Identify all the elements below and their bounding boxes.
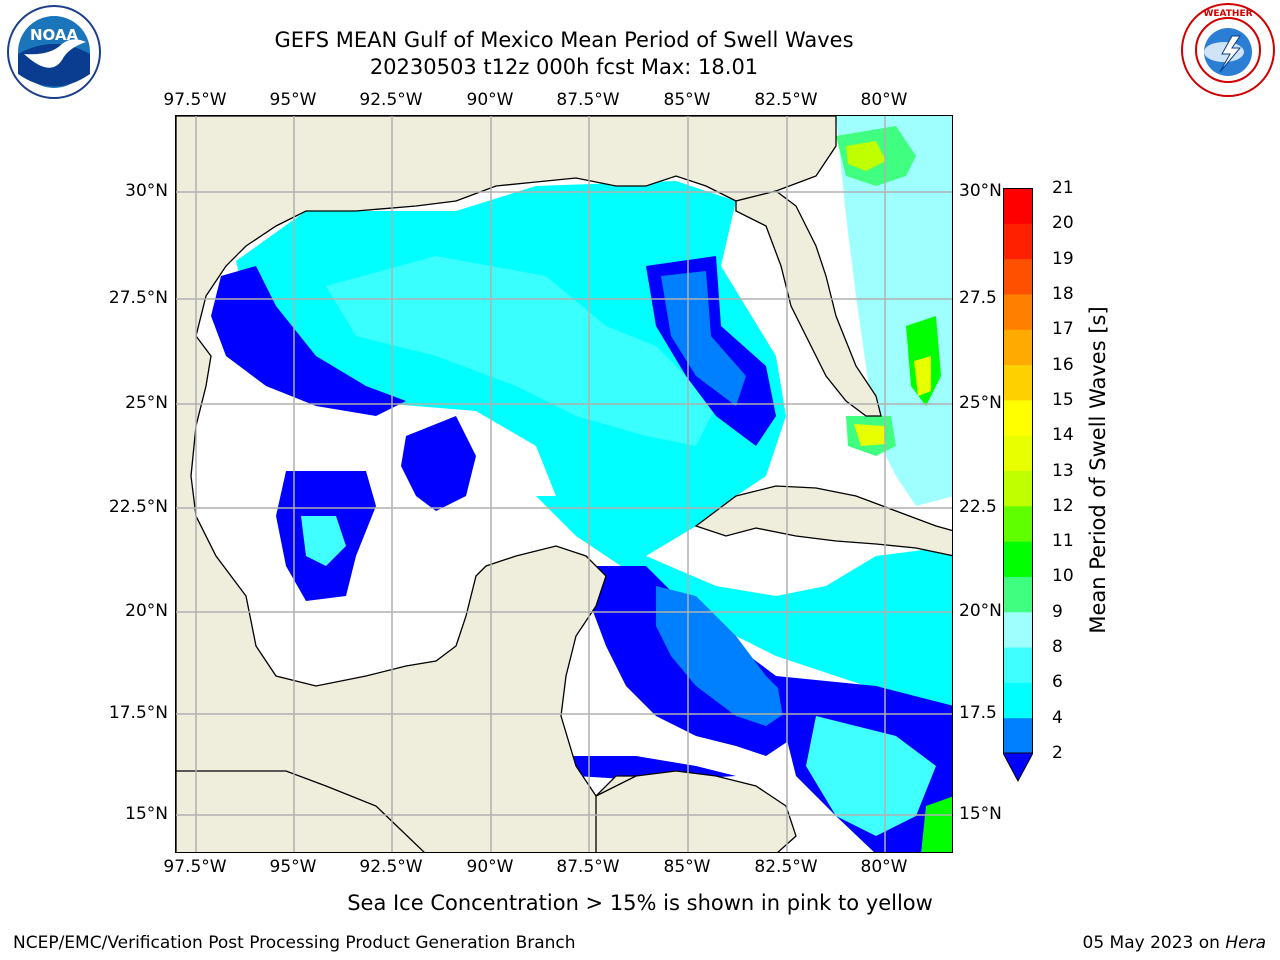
colorbar-band: [1003, 576, 1033, 613]
lon-label-top: 87.5°W: [556, 90, 620, 110]
land-cuba: [694, 485, 952, 557]
colorbar-tick-label: 14: [1052, 425, 1074, 446]
lon-label-bottom: 82.5°W: [754, 857, 818, 877]
colorbar-band: [1003, 505, 1033, 542]
swell-region-lightblue: [656, 586, 796, 726]
swell-region-paleblue: [836, 116, 952, 506]
lon-label-bottom: 80°W: [860, 857, 908, 877]
colorbar: [1003, 188, 1033, 783]
colorbar-band: [1003, 188, 1033, 224]
lat-label-right: 27.5: [959, 288, 997, 308]
footer-credit: NCEP/EMC/Verification Post Processing Pr…: [13, 933, 576, 953]
lon-label-bottom: 92.5°W: [359, 857, 423, 877]
colorbar-band: [1003, 470, 1033, 507]
swell-region-blue: [211, 266, 406, 416]
lon-label-top: 82.5°W: [754, 90, 818, 110]
colorbar-tick-label: 12: [1052, 495, 1074, 516]
lat-label-left: 15°N: [125, 804, 168, 824]
lon-label-bottom: 85°W: [663, 857, 711, 877]
colorbar-band: [1003, 541, 1033, 577]
lat-label-left: 25°N: [125, 393, 168, 413]
colorbar-tick-label: 6: [1052, 672, 1063, 693]
colorbar-tick-label: 4: [1052, 707, 1063, 728]
lon-label-top: 90°W: [466, 90, 514, 110]
lon-label-top: 85°W: [663, 90, 711, 110]
lat-label-right: 20°N: [959, 601, 1002, 621]
colorbar-extend-min: [1003, 752, 1033, 783]
lat-label-left: 20°N: [125, 601, 168, 621]
colorbar-tick-label: 18: [1052, 283, 1074, 304]
land-florida: [735, 190, 882, 417]
swell-region-lime: [914, 356, 931, 396]
lat-label-right: 17.5: [959, 703, 997, 723]
colorbar-band: [1003, 329, 1033, 366]
colorbar-band: [1003, 223, 1033, 260]
lon-label-bottom: 95°W: [269, 857, 317, 877]
lon-label-top: 80°W: [860, 90, 908, 110]
svg-text:WEATHER: WEATHER: [1203, 9, 1252, 19]
lon-label-bottom: 90°W: [466, 857, 514, 877]
lon-label-top: 95°W: [269, 90, 317, 110]
lon-label-top: 92.5°W: [359, 90, 423, 110]
swell-region-cyan: [806, 716, 936, 836]
colorbar-band: [1003, 682, 1033, 719]
land-central-america: [595, 770, 797, 852]
graticule: [176, 116, 952, 852]
colorbar-band: [1003, 717, 1033, 754]
swell-field: [176, 116, 952, 852]
footer-date: 05 May 2023 on Hera: [1083, 933, 1267, 953]
lon-label-bottom: 97.5°W: [163, 857, 227, 877]
colorbar-band: [1003, 364, 1033, 401]
lat-label-left: 22.5°N: [108, 497, 168, 517]
colorbar-border: [1003, 188, 1033, 754]
colorbar-tick-label: 15: [1052, 389, 1074, 410]
map-canvas: [176, 116, 952, 852]
colorbar-tick-label: 10: [1052, 566, 1074, 587]
nws-logo: WEATHER: [1180, 2, 1276, 98]
swell-region-lightblue: [661, 271, 746, 406]
swell-region-cyan: [301, 516, 346, 566]
land: [176, 116, 952, 852]
colorbar-band: [1003, 611, 1033, 648]
swell-region-lime: [854, 424, 886, 446]
colorbar-band: [1003, 647, 1033, 683]
lat-label-right: 15°N: [959, 804, 1002, 824]
colorbar-tick-label: 11: [1052, 531, 1074, 552]
colorbar-tick-label: 16: [1052, 354, 1074, 375]
colorbar-tick-label: 8: [1052, 637, 1063, 658]
colorbar-band: [1003, 399, 1033, 436]
lon-label-top: 97.5°W: [163, 90, 227, 110]
sea-ice-note: Sea Ice Concentration > 15% is shown in …: [347, 891, 933, 915]
colorbar-tick-label: 17: [1052, 319, 1074, 340]
lat-label-right: 25°N: [959, 393, 1002, 413]
colorbar-tick-label: 20: [1052, 213, 1074, 234]
lat-label-right: 22.5: [959, 497, 997, 517]
lat-label-left: 17.5°N: [108, 703, 168, 723]
chart-title: GEFS MEAN Gulf of Mexico Mean Period of …: [274, 28, 854, 52]
swell-region-light: [326, 256, 716, 446]
colorbar-tick-label: 13: [1052, 460, 1074, 481]
footer-date-text: 05 May 2023 on: [1082, 933, 1226, 953]
colorbar-tick-label: 2: [1052, 743, 1063, 763]
noaa-logo: NOAA: [6, 4, 102, 100]
lat-label-right: 30°N: [959, 181, 1002, 201]
lat-label-left: 27.5°N: [108, 288, 168, 308]
colorbar-band: [1003, 258, 1033, 295]
swell-region-green: [921, 796, 952, 852]
lon-label-bottom: 87.5°W: [556, 857, 620, 877]
noaa-logo-text: NOAA: [30, 26, 79, 44]
colorbar-title: Mean Period of Swell Waves [s]: [1086, 306, 1110, 634]
swell-region-blue: [401, 416, 476, 511]
colorbar-tick-label: 21: [1052, 178, 1074, 198]
lat-label-left: 30°N: [125, 181, 168, 201]
colorbar-tick-label: 19: [1052, 248, 1074, 269]
map-panel: [175, 115, 953, 853]
colorbar-tick-label: 9: [1052, 601, 1063, 622]
swell-region-cyan: [536, 496, 952, 716]
footer-host: Hera: [1225, 933, 1266, 953]
chart-subtitle: 20230503 t12z 000h fcst Max: 18.01: [369, 55, 759, 79]
colorbar-band: [1003, 435, 1033, 471]
swell-region-lime: [846, 141, 886, 171]
colorbar-band: [1003, 293, 1033, 330]
